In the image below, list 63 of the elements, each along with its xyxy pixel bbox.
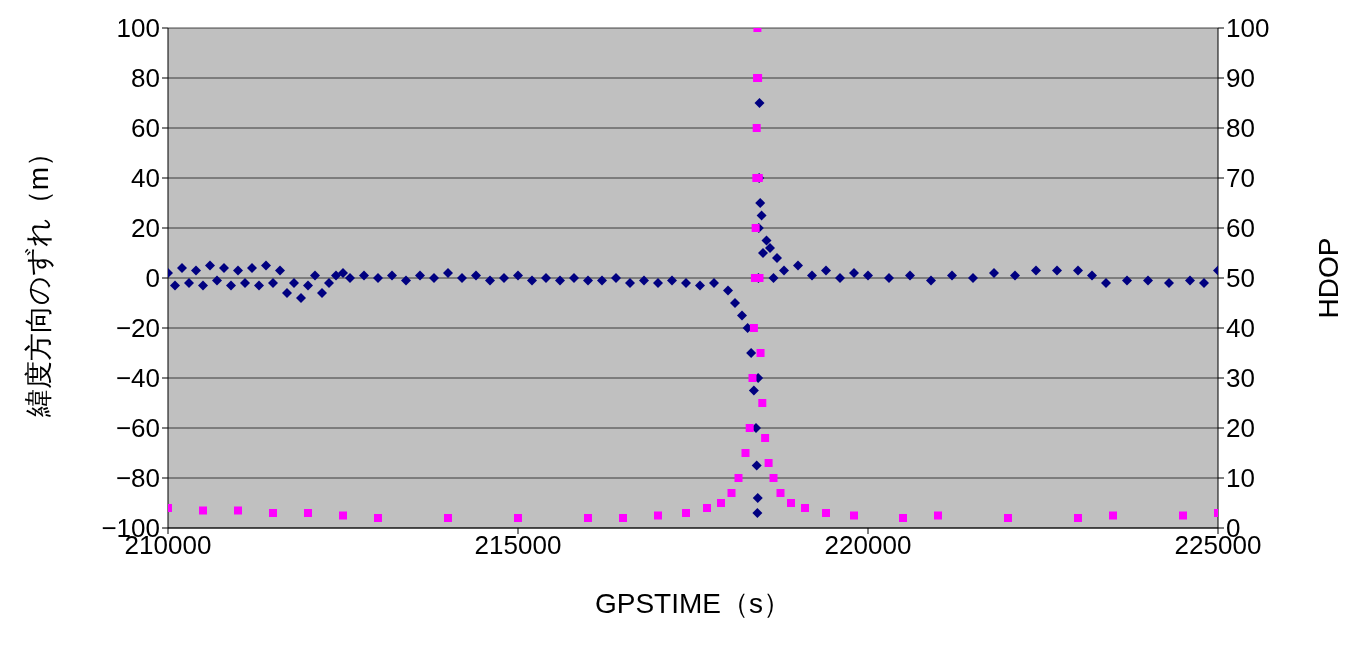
point [764, 459, 773, 467]
y2-tick-label: 80 [1226, 113, 1255, 144]
y-tick-label: −80 [115, 463, 160, 494]
y-tick-label: −20 [115, 313, 160, 344]
x-tick-label: 220000 [824, 530, 912, 561]
point [1109, 511, 1117, 520]
y-tick-label: 100 [116, 13, 160, 44]
point [934, 511, 942, 520]
point [682, 509, 690, 517]
point [304, 509, 312, 517]
point [822, 509, 830, 517]
y2-tick-label: 70 [1226, 163, 1255, 194]
point [751, 224, 760, 232]
point [444, 514, 452, 522]
point [269, 509, 277, 517]
point [745, 424, 754, 432]
point [752, 124, 761, 132]
y2-tick-label: 90 [1226, 63, 1255, 94]
point [703, 504, 711, 512]
point [374, 514, 382, 522]
point [734, 474, 743, 482]
y2-tick-label: 40 [1226, 313, 1255, 344]
y2-tick-label: 20 [1226, 413, 1255, 444]
point [1004, 514, 1012, 522]
y-tick-label: 20 [131, 213, 160, 244]
point [761, 434, 770, 442]
y-tick-label: 80 [131, 63, 160, 94]
x-tick-label: 215000 [474, 530, 562, 561]
point [199, 506, 207, 515]
point [776, 489, 785, 497]
point [756, 349, 765, 357]
point [769, 474, 778, 482]
point [654, 511, 662, 520]
y2-tick-label: 60 [1226, 213, 1255, 244]
y-tick-label: −40 [115, 363, 160, 394]
point [850, 511, 858, 520]
y-axis-title: 緯度方向のずれ（m） [22, 138, 54, 419]
y2-tick-label: 10 [1226, 463, 1255, 494]
point [749, 324, 758, 332]
x-axis-title: GPSTIME（s） [594, 588, 792, 619]
y2-tick-label: 30 [1226, 363, 1255, 394]
y2-tick-label: 50 [1226, 263, 1255, 294]
point [748, 374, 757, 382]
point [741, 449, 750, 457]
y2-axis-title: HDOP [1312, 237, 1344, 319]
point [787, 499, 795, 507]
point [717, 499, 725, 507]
point [234, 506, 242, 515]
point [758, 399, 767, 407]
y-tick-label: 0 [145, 263, 160, 294]
point [801, 504, 809, 512]
point [899, 514, 907, 522]
y-tick-label: 40 [131, 163, 160, 194]
point [584, 514, 592, 522]
y2-tick-label: 100 [1226, 13, 1270, 44]
point [339, 511, 347, 520]
point [1179, 511, 1187, 520]
y-tick-label: 60 [131, 113, 160, 144]
point [514, 514, 522, 522]
point [1074, 514, 1082, 522]
point [619, 514, 627, 522]
y-tick-label: −60 [115, 413, 160, 444]
point [727, 489, 736, 497]
